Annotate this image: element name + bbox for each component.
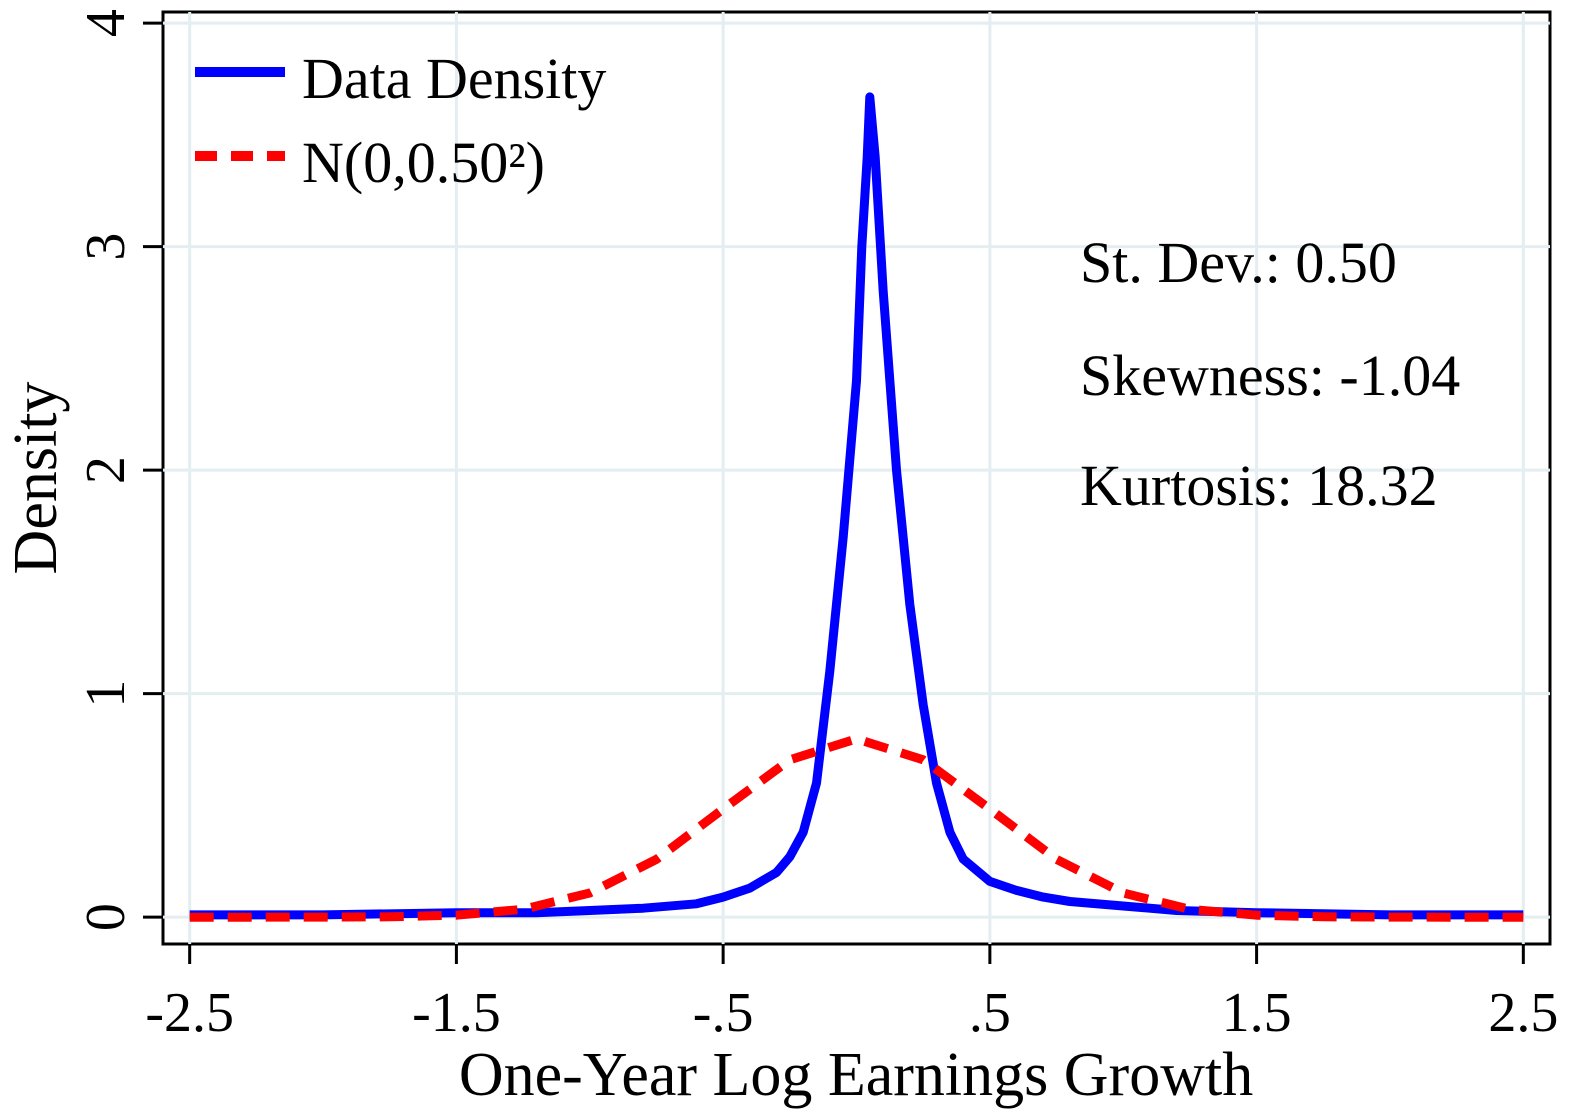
y-tick-labels: 0 1 2 3 4 (75, 9, 137, 931)
x-tick-label: -.5 (693, 982, 754, 1044)
x-axis-label: One-Year Log Earnings Growth (459, 1041, 1253, 1109)
y-axis-label: Density (2, 382, 70, 575)
series-line-data-density (189, 92, 1524, 920)
x-tick-label: 1.5 (1222, 982, 1292, 1044)
legend-label-data-density: Data Density (302, 46, 606, 111)
y-tick-label: 2 (75, 456, 137, 484)
legend: Data Density N(0,0.50²) (195, 46, 606, 195)
y-tick-label: 1 (75, 680, 137, 708)
plot-frame (161, 10, 1552, 946)
x-tick-label: .5 (969, 982, 1011, 1044)
x-tick-labels: -2.5 -1.5 -.5 .5 1.5 2.5 (145, 982, 1558, 1044)
x-tick-label: -1.5 (412, 982, 501, 1044)
x-tick-label: 2.5 (1488, 982, 1558, 1044)
annotation-skewness: Skewness: -1.04 (1080, 343, 1460, 408)
x-tick-label: -2.5 (145, 982, 234, 1044)
y-tick-label: 0 (75, 903, 137, 931)
annotation-kurtosis: Kurtosis: 18.32 (1080, 453, 1438, 518)
axis-ticks (143, 21, 1525, 964)
annotation-st-dev: St. Dev.: 0.50 (1080, 230, 1397, 295)
y-tick-label: 3 (75, 233, 137, 261)
y-tick-label: 4 (75, 9, 137, 37)
series-lines (189, 92, 1524, 922)
stats-annotations: St. Dev.: 0.50 Skewness: -1.04 Kurtosis:… (1080, 230, 1460, 518)
legend-label-normal: N(0,0.50²) (302, 130, 545, 195)
